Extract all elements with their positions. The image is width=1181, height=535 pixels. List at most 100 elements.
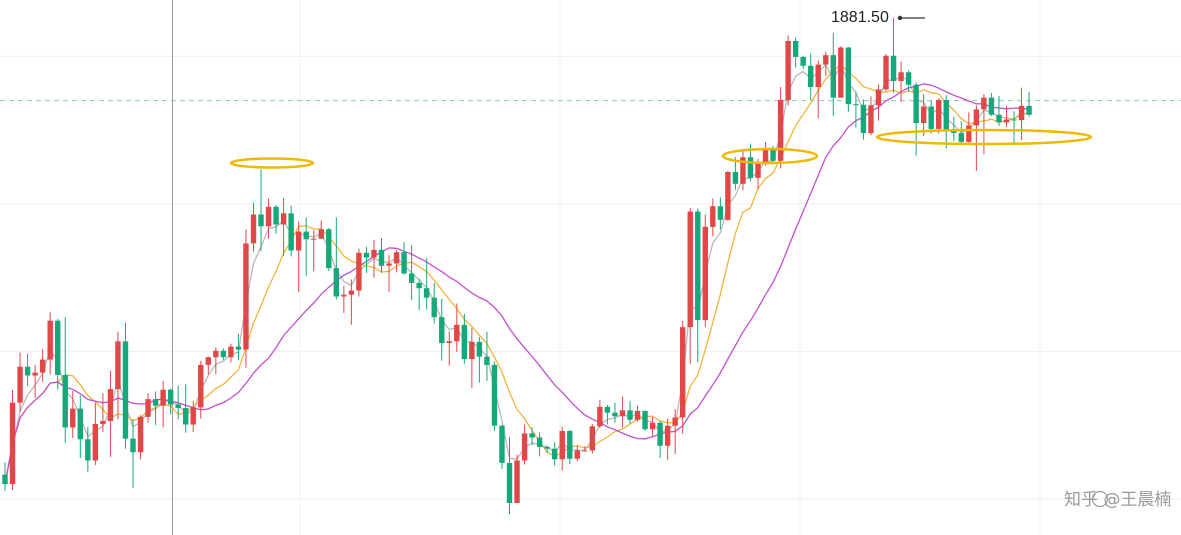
candle-body — [62, 374, 68, 428]
candle — [476, 337, 483, 383]
candle — [830, 32, 836, 116]
candle-body — [1003, 119, 1010, 123]
candle-body — [905, 72, 912, 85]
candle — [574, 445, 580, 462]
candle-body — [506, 462, 513, 503]
candle — [958, 121, 965, 144]
candle — [107, 370, 114, 457]
candle — [77, 395, 83, 459]
watermark: 知乎 @王晨楠 — [1064, 490, 1171, 510]
candle — [868, 96, 874, 136]
candle — [152, 391, 159, 426]
candle-body — [687, 211, 693, 328]
candle — [536, 432, 543, 457]
candle — [416, 278, 422, 311]
candle — [597, 399, 603, 429]
candle-body — [966, 125, 972, 142]
candle — [725, 170, 731, 221]
candle-body — [574, 450, 580, 459]
candle-body — [175, 404, 181, 408]
candle — [529, 427, 535, 446]
candle — [183, 384, 189, 433]
candle-body — [213, 350, 219, 358]
candle — [341, 285, 347, 313]
candle-body — [198, 364, 204, 408]
candle-body — [973, 109, 980, 126]
at-icon — [1091, 490, 1109, 508]
watermark-text: 知乎 @王晨楠 — [1064, 490, 1171, 510]
candle-body — [137, 416, 144, 453]
candle — [777, 87, 784, 169]
candle — [190, 400, 196, 433]
candle — [838, 46, 844, 98]
candle — [9, 389, 16, 490]
candle — [39, 348, 46, 383]
candle-body — [996, 114, 1002, 123]
candle — [446, 331, 452, 366]
candle-body — [167, 389, 174, 405]
candle — [951, 116, 957, 142]
candle — [47, 312, 53, 375]
candle-body — [2, 474, 8, 485]
candle — [92, 402, 99, 466]
candle — [883, 53, 889, 92]
candle — [228, 343, 234, 363]
candle — [280, 197, 287, 256]
candle — [702, 214, 708, 328]
candle-body — [491, 364, 498, 426]
candle-body — [295, 231, 302, 251]
candle-body — [657, 422, 663, 446]
candle — [356, 248, 362, 297]
candle-body — [702, 226, 708, 321]
candle — [363, 246, 370, 273]
candle-body — [732, 171, 739, 184]
candle-body — [634, 410, 641, 420]
candle-body — [431, 297, 437, 318]
candle-body — [469, 341, 475, 360]
candle — [454, 303, 460, 352]
candle-body — [777, 100, 784, 161]
candle-body — [55, 320, 61, 375]
candle-body — [378, 249, 385, 266]
candle-body — [612, 412, 618, 417]
ma-slow-line — [4, 83, 1030, 485]
candle-body — [672, 417, 678, 426]
candle — [499, 425, 505, 469]
candle-body — [898, 72, 904, 82]
candle — [567, 429, 573, 465]
candle — [423, 258, 430, 310]
candle-body — [446, 341, 452, 344]
candle — [333, 217, 340, 300]
candle — [604, 405, 611, 425]
candle-body — [408, 273, 415, 283]
candle — [303, 217, 309, 276]
candle — [265, 198, 272, 239]
candle — [484, 331, 490, 381]
candle-body — [258, 214, 264, 227]
candle-body — [890, 55, 897, 82]
candle — [928, 100, 934, 134]
candle-body — [24, 366, 31, 376]
candle-body — [454, 324, 460, 342]
candle-body — [521, 433, 528, 461]
candle-body — [183, 407, 189, 425]
candle — [137, 415, 144, 460]
candle-body — [747, 157, 754, 178]
candle — [898, 61, 904, 102]
candle — [145, 393, 151, 423]
candle — [559, 426, 565, 471]
candle-body — [913, 84, 919, 124]
candle-body — [333, 268, 340, 297]
candle — [393, 249, 400, 273]
candle — [401, 242, 407, 275]
candle-body — [205, 357, 212, 365]
candle — [642, 410, 648, 431]
candle-body — [439, 317, 445, 344]
candle-body — [830, 55, 836, 98]
candle-body — [536, 437, 543, 447]
candle-body — [39, 359, 46, 373]
candle — [710, 198, 716, 237]
candle-body — [627, 410, 633, 420]
candle-body — [1011, 119, 1017, 121]
